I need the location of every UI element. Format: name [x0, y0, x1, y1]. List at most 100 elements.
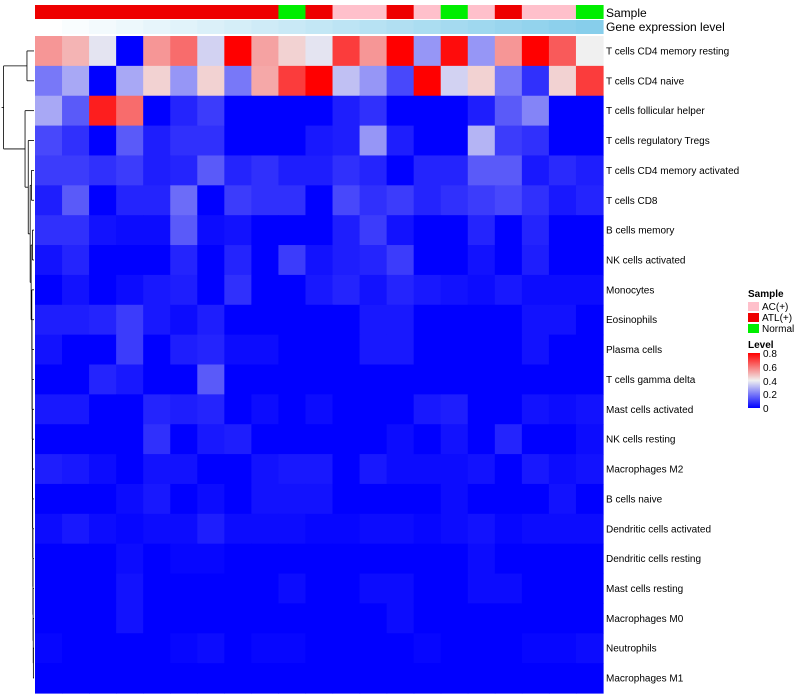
legend-swatch-ac [748, 302, 759, 311]
heatmap-cell [575, 155, 604, 186]
gene-expression-annotation-cell [143, 20, 171, 34]
heatmap-cell [467, 95, 496, 127]
heatmap-cell [116, 633, 144, 664]
heatmap-cell [251, 245, 280, 276]
heatmap-cell [278, 95, 307, 127]
gene-expression-annotation-cell [467, 20, 496, 34]
heatmap-cell [575, 185, 604, 216]
heatmap-cell [89, 215, 117, 246]
heatmap-cell [143, 125, 171, 157]
heatmap-cell [386, 155, 415, 186]
heatmap-cell [494, 513, 523, 545]
heatmap-cell [305, 245, 334, 276]
heatmap-cell [62, 215, 90, 246]
heatmap-cell [386, 483, 415, 515]
heatmap-cell [440, 543, 469, 575]
row-label: T cells CD4 memory resting [606, 46, 729, 57]
heatmap-cell [548, 573, 577, 605]
row-label: Plasma cells [606, 345, 662, 356]
heatmap-cell [62, 454, 90, 485]
heatmap-cell [224, 364, 252, 395]
annotation-title-gene-expression: Gene expression level [606, 20, 725, 34]
heatmap-cell [521, 454, 550, 485]
heatmap-cell [575, 394, 604, 425]
heatmap-cell [332, 603, 361, 634]
heatmap-cell [89, 125, 117, 157]
heatmap-cell [224, 483, 252, 515]
heatmap-cell [35, 454, 63, 485]
heatmap-cell [359, 274, 388, 306]
heatmap-cell [89, 364, 117, 395]
heatmap-cell [332, 36, 361, 67]
heatmap-cell [440, 304, 469, 336]
heatmap-cell [494, 364, 523, 395]
legend-sample-title: Sample [748, 289, 784, 300]
heatmap-cell [89, 334, 117, 366]
heatmap-cell [62, 334, 90, 366]
heatmap-cell [548, 633, 577, 664]
heatmap-cell [548, 663, 577, 694]
row-label: Macrophages M2 [606, 465, 684, 476]
heatmap-cell [278, 663, 307, 694]
legend-level-tick-0: 0 [763, 404, 769, 415]
heatmap-cell [467, 633, 496, 664]
heatmap-cell [89, 633, 117, 664]
heatmap-cell [197, 603, 225, 634]
heatmap-cell [62, 274, 90, 306]
heatmap-cell [170, 424, 198, 455]
heatmap-cell [521, 424, 550, 455]
row-dendrogram [1, 50, 34, 679]
heatmap-cell [494, 125, 523, 157]
gene-expression-annotation-cell [251, 20, 280, 34]
heatmap-cell [467, 394, 496, 425]
heatmap-cell [359, 573, 388, 605]
gene-expression-annotation-cell [224, 20, 252, 34]
heatmap-cell [62, 95, 90, 127]
heatmap-cell [35, 364, 63, 395]
gene-expression-annotation-cell [116, 20, 144, 34]
heatmap-cell [359, 513, 388, 545]
row-label: T cells gamma delta [606, 375, 696, 386]
heatmap-cell [440, 454, 469, 485]
heatmap-cell [359, 424, 388, 455]
heatmap-cell [521, 245, 550, 276]
heatmap-cell [386, 215, 415, 246]
heatmap-cell [197, 155, 225, 186]
heatmap-cell [332, 633, 361, 664]
heatmap-cell [413, 304, 442, 336]
heatmap-cell [467, 36, 496, 67]
heatmap-cell [116, 65, 144, 97]
row-label: NK cells activated [606, 255, 685, 266]
heatmap-cell [116, 155, 144, 186]
heatmap-cell [575, 663, 604, 694]
heatmap-cell [251, 424, 280, 455]
heatmap-cell [305, 633, 334, 664]
heatmap-cell [548, 603, 577, 634]
heatmap-cell [116, 95, 144, 127]
heatmap-cell [251, 573, 280, 605]
heatmap-cell [116, 334, 144, 366]
heatmap-cell [440, 334, 469, 366]
heatmap-cell [224, 424, 252, 455]
heatmap-cell [143, 663, 171, 694]
heatmap-cell [278, 513, 307, 545]
heatmap-cell [116, 424, 144, 455]
legend-label-ac: AC(+) [762, 302, 788, 313]
sample-annotation-cell [521, 5, 550, 19]
gene-expression-annotation-cell [62, 20, 90, 34]
heatmap-cell [278, 155, 307, 186]
sample-annotation-cell [440, 5, 469, 19]
heatmap-cell [521, 483, 550, 515]
heatmap-cell [62, 36, 90, 67]
heatmap-cell [494, 543, 523, 575]
row-labels: T cells CD4 memory resting T cells CD4 na… [606, 46, 739, 684]
heatmap-cell [305, 364, 334, 395]
heatmap-cell [89, 274, 117, 306]
heatmap-cell [278, 424, 307, 455]
heatmap-cell [170, 513, 198, 545]
heatmap-cell [359, 304, 388, 336]
heatmap-cell [197, 245, 225, 276]
row-label: T cells CD4 naive [606, 76, 685, 87]
heatmap-cell [251, 65, 280, 97]
row-label: T cells CD8 [606, 196, 658, 207]
